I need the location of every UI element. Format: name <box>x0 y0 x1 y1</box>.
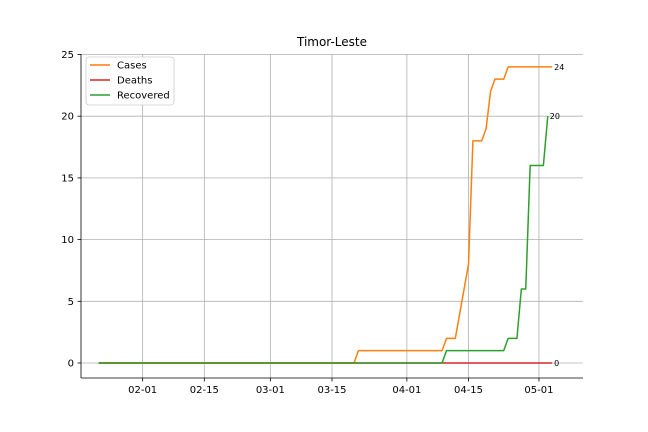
x-ticks: 02-01 02-15 03-01 03-15 04-01 04-15 05-01 <box>128 378 553 396</box>
series-group <box>98 66 553 364</box>
series-line-cases <box>98 66 553 364</box>
y-ticks: 0 5 10 15 20 25 <box>61 50 81 370</box>
legend-box <box>85 56 175 106</box>
end-label-recovered: 20 <box>550 112 560 121</box>
legend-label-deaths: Deaths <box>117 76 152 87</box>
x-tick-label: 03-01 <box>256 385 285 396</box>
end-label-deaths: 0 <box>554 359 559 368</box>
x-tick-label: 04-15 <box>454 385 483 396</box>
y-tick-label: 10 <box>61 235 74 246</box>
x-tick-label: 02-15 <box>190 385 219 396</box>
y-tick-label: 15 <box>61 173 74 184</box>
x-tick-label: 05-01 <box>524 385 553 396</box>
y-tick-label: 0 <box>68 359 74 370</box>
legend: Cases Deaths Recovered <box>85 56 175 106</box>
y-tick-label: 20 <box>61 112 74 123</box>
legend-label-cases: Cases <box>117 61 147 72</box>
y-tick-label: 5 <box>68 297 74 308</box>
chart-title: Timor-Leste <box>296 35 367 49</box>
x-tick-label: 02-01 <box>128 385 157 396</box>
end-label-cases: 24 <box>554 63 564 72</box>
series-line-recovered <box>98 116 549 364</box>
legend-label-recovered: Recovered <box>117 91 170 102</box>
x-tick-label: 04-01 <box>392 385 421 396</box>
end-labels: 24 0 20 <box>550 63 565 368</box>
x-tick-label: 03-15 <box>317 385 346 396</box>
y-tick-label: 25 <box>61 50 74 61</box>
